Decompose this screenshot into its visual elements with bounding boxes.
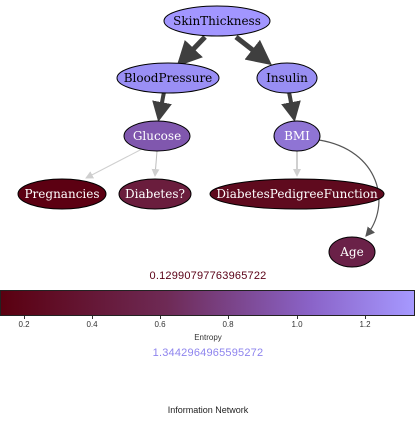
colorbar-min-value: 0.12990797763965722	[149, 270, 267, 282]
node-bmi[interactable]: BMI	[273, 120, 321, 152]
node-label: SkinThickness	[173, 14, 261, 28]
node-bloodpressure[interactable]: BloodPressure	[116, 62, 220, 94]
node-label: BloodPressure	[124, 71, 213, 85]
colorbar-tick-label: 0.4	[86, 320, 98, 329]
node-shape	[209, 178, 385, 210]
edge-skinthickness-insulin	[234, 35, 272, 66]
node-age[interactable]: Age	[328, 236, 376, 268]
edge-bloodpressure-glucose	[152, 91, 172, 122]
node-diabetes[interactable]: Diabetes?	[118, 178, 192, 210]
figure-caption: Information Network	[167, 405, 249, 415]
edge-bmi-age	[318, 139, 380, 237]
node-label: DiabetesPedigreeFunction	[216, 187, 378, 201]
node-label: BMI	[284, 129, 310, 143]
colorbar-tick-mark	[228, 316, 229, 319]
colorbar-tick-label: 0.2	[18, 320, 30, 329]
colorbar-tick-label: 0.8	[222, 320, 234, 329]
colorbar	[0, 290, 415, 316]
network-graph: SkinThickness BloodPressure Insulin Gluc…	[17, 5, 385, 268]
colorbar-axis-label: Entropy	[194, 333, 222, 342]
edge-insulin-bmi	[281, 91, 301, 122]
node-label: Pregnancies	[24, 187, 99, 201]
node-shape	[116, 62, 220, 94]
colorbar-tick-mark	[365, 316, 366, 319]
node-shape	[123, 120, 191, 152]
node-label: Age	[339, 245, 363, 259]
colorbar-tick-mark	[297, 316, 298, 319]
edge-glucose-pregnancies	[85, 148, 143, 179]
node-shape	[17, 178, 107, 210]
edge-skinthickness-bloodpressure	[176, 35, 207, 67]
node-insulin[interactable]: Insulin	[256, 62, 318, 94]
edge-glucose-diabetes	[151, 150, 160, 177]
node-diabetespedigreefunction[interactable]: DiabetesPedigreeFunction	[209, 178, 385, 210]
node-shape	[256, 62, 318, 94]
colorbar-tick-mark	[92, 316, 93, 319]
node-shape	[163, 5, 271, 37]
node-shape	[118, 178, 192, 210]
node-shape	[273, 120, 321, 152]
node-label: Insulin	[266, 71, 308, 85]
node-pregnancies[interactable]: Pregnancies	[17, 178, 107, 210]
node-glucose[interactable]: Glucose	[123, 120, 191, 152]
colorbar-tick-label: 1.0	[291, 320, 303, 329]
node-label: Glucose	[133, 129, 181, 143]
node-shape	[328, 236, 376, 268]
colorbar-tick-mark	[24, 316, 25, 319]
colorbar-tick-mark	[160, 316, 161, 319]
colorbar-max-value: 1.3442964965595272	[152, 347, 264, 359]
colorbar-tick-label: 0.6	[154, 320, 166, 329]
node-skinthickness[interactable]: SkinThickness	[163, 5, 271, 37]
colorbar-tick-label: 1.2	[359, 320, 371, 329]
node-label: Diabetes?	[125, 187, 185, 201]
